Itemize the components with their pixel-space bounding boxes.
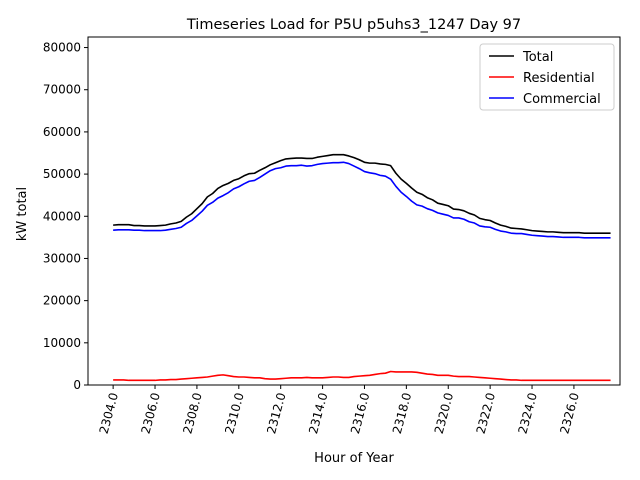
series-line-commercial xyxy=(113,161,611,239)
series-line-residential xyxy=(113,370,611,382)
legend-label-commercial: Commercial xyxy=(523,92,601,107)
legend: Total Residential Commercial xyxy=(479,43,615,111)
y-axis-label: kW total xyxy=(15,187,30,241)
y-tick-label: 70000 xyxy=(43,83,81,97)
y-tick-label: 0 xyxy=(73,378,81,392)
y-tick-label: 60000 xyxy=(43,125,81,139)
y-tick-label: 10000 xyxy=(43,336,81,350)
chart-title: Timeseries Load for P5U p5uhs3_1247 Day … xyxy=(186,17,521,33)
series-group xyxy=(113,153,611,382)
series-line-total xyxy=(113,153,611,234)
y-tick-label: 80000 xyxy=(43,41,81,55)
y-tick-label: 30000 xyxy=(43,251,81,265)
y-tick-label: 40000 xyxy=(43,209,81,223)
x-axis-label: Hour of Year xyxy=(314,451,394,466)
y-tick-label: 50000 xyxy=(43,167,81,181)
legend-label-residential: Residential xyxy=(523,71,595,86)
y-tick-label: 20000 xyxy=(43,294,81,308)
axes-frame xyxy=(87,36,621,386)
legend-box xyxy=(479,43,615,111)
legend-label-total: Total xyxy=(522,50,553,65)
